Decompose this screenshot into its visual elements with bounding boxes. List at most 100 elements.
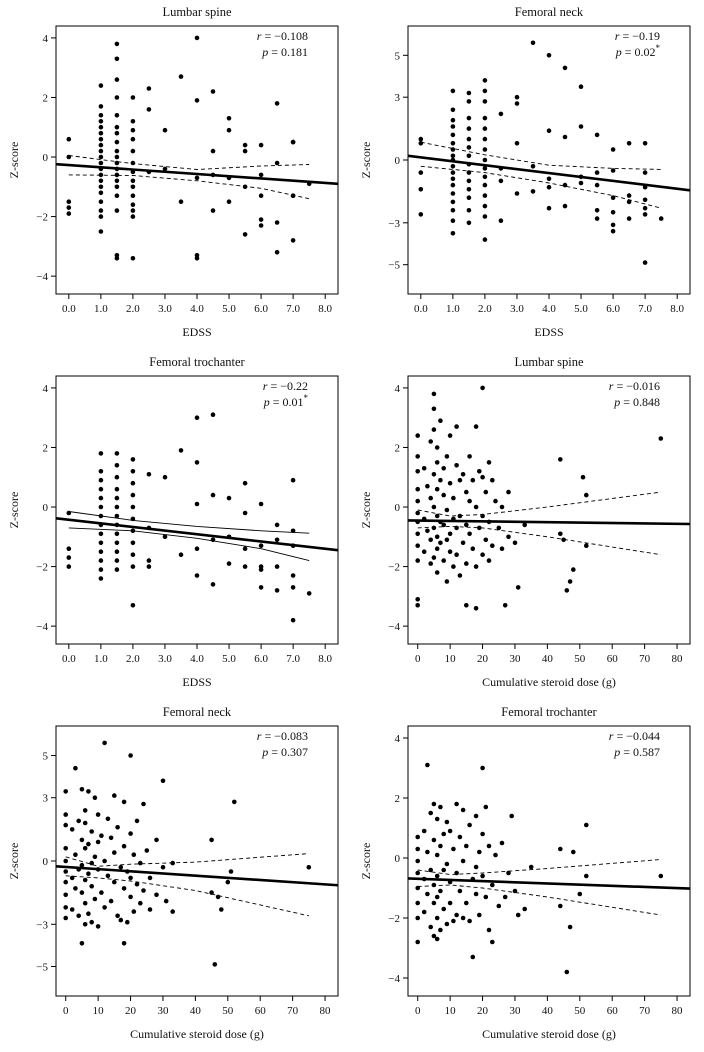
data-point bbox=[130, 193, 136, 198]
data-point bbox=[434, 534, 440, 540]
data-point bbox=[98, 567, 104, 572]
data-point bbox=[290, 543, 296, 548]
data-point bbox=[415, 454, 420, 459]
y-tick-label: 0 bbox=[395, 155, 401, 167]
data-point bbox=[480, 873, 485, 879]
data-point bbox=[290, 238, 296, 243]
data-point bbox=[290, 477, 296, 483]
data-point bbox=[141, 801, 146, 807]
data-point bbox=[194, 460, 200, 465]
data-point bbox=[434, 894, 440, 900]
data-point bbox=[131, 852, 137, 857]
data-point bbox=[160, 778, 166, 784]
data-point bbox=[473, 424, 479, 429]
data-point bbox=[571, 849, 576, 855]
data-point bbox=[210, 208, 216, 213]
data-point bbox=[561, 537, 566, 543]
data-point bbox=[114, 522, 120, 528]
chart-svg: Lumbar spine 0.0 1.0 2.0 3.0 4.0 5.0 6.0 7.0 8.0 −… bbox=[7, 5, 339, 339]
data-point bbox=[98, 148, 104, 154]
data-point bbox=[114, 255, 120, 261]
data-point bbox=[160, 865, 166, 870]
data-point bbox=[483, 537, 489, 543]
data-point bbox=[450, 199, 456, 205]
data-point bbox=[428, 867, 433, 873]
data-point bbox=[66, 199, 72, 204]
data-point bbox=[466, 208, 472, 213]
data-point bbox=[274, 522, 280, 528]
chart-title: Lumbar spine bbox=[514, 355, 584, 369]
data-point bbox=[226, 116, 232, 121]
data-point bbox=[450, 124, 456, 129]
data-point bbox=[506, 534, 511, 540]
data-point bbox=[226, 561, 232, 566]
data-point bbox=[483, 804, 489, 810]
data-point bbox=[130, 136, 136, 142]
plot-frame bbox=[55, 725, 339, 997]
confidence-band-line bbox=[417, 859, 661, 875]
data-point bbox=[306, 591, 312, 596]
data-point bbox=[428, 439, 433, 444]
data-point bbox=[486, 927, 492, 933]
x-tick-label: 1.0 bbox=[94, 653, 108, 665]
data-point bbox=[121, 886, 127, 891]
data-point bbox=[290, 585, 296, 590]
data-point bbox=[514, 94, 520, 100]
data-point bbox=[502, 603, 508, 608]
data-point bbox=[63, 846, 68, 851]
data-point bbox=[441, 831, 446, 837]
p-statistic: p = 0.848 bbox=[613, 395, 660, 409]
data-point bbox=[242, 148, 248, 154]
data-point bbox=[522, 906, 527, 912]
data-point bbox=[415, 915, 420, 921]
data-point bbox=[98, 190, 104, 196]
data-point bbox=[114, 558, 120, 563]
data-point bbox=[98, 576, 104, 581]
data-point bbox=[114, 41, 120, 47]
data-point bbox=[415, 486, 420, 492]
data-point bbox=[138, 860, 143, 866]
data-point bbox=[450, 164, 456, 169]
data-point bbox=[114, 193, 120, 198]
data-point bbox=[141, 888, 146, 893]
x-tick-label: 60 bbox=[607, 653, 619, 665]
y-tick-label: 3 bbox=[395, 92, 401, 104]
data-point bbox=[466, 195, 472, 200]
data-point bbox=[477, 469, 482, 474]
data-point bbox=[470, 876, 476, 882]
data-point bbox=[498, 166, 504, 171]
data-point bbox=[130, 480, 136, 486]
x-tick-label: 2.0 bbox=[126, 303, 140, 315]
x-tick-label: 2.0 bbox=[478, 303, 492, 315]
data-point bbox=[522, 522, 527, 528]
data-point bbox=[425, 849, 430, 855]
data-point bbox=[114, 154, 120, 160]
data-point bbox=[76, 867, 81, 872]
x-tick-label: 50 bbox=[574, 1005, 586, 1017]
data-point bbox=[496, 903, 502, 909]
data-point bbox=[460, 540, 466, 546]
data-point bbox=[63, 789, 68, 794]
x-tick-label: 0.0 bbox=[62, 303, 76, 315]
data-point bbox=[626, 199, 632, 205]
data-point bbox=[226, 127, 232, 133]
data-point bbox=[112, 850, 117, 855]
x-tick-label: 3.0 bbox=[510, 303, 524, 315]
data-point bbox=[130, 214, 136, 219]
data-point bbox=[490, 939, 495, 945]
data-point bbox=[98, 199, 104, 204]
y-tick-label: 4 bbox=[43, 33, 49, 45]
data-point bbox=[114, 172, 120, 178]
data-point bbox=[562, 203, 568, 209]
data-point bbox=[434, 873, 440, 879]
data-point bbox=[482, 203, 488, 209]
data-point bbox=[63, 915, 68, 921]
data-point bbox=[594, 182, 600, 188]
data-point bbox=[642, 170, 648, 175]
data-point bbox=[98, 531, 104, 537]
data-point bbox=[473, 504, 479, 510]
data-point bbox=[128, 831, 133, 836]
data-point bbox=[178, 199, 184, 204]
data-point bbox=[415, 858, 420, 864]
data-point bbox=[73, 765, 78, 771]
